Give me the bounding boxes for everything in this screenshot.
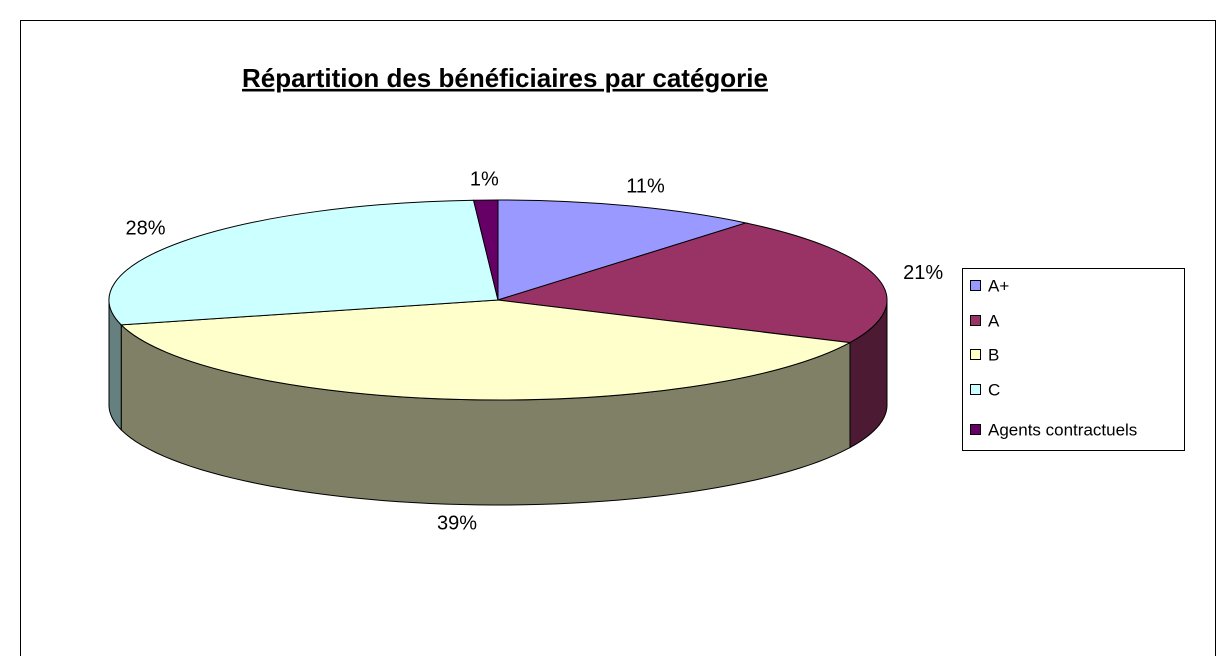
pie: 11% 21% 39% 28% 1% [108, 168, 943, 535]
legend-label: A+ [988, 276, 1009, 295]
slice [497, 199, 748, 301]
legend-swatch [970, 424, 981, 435]
chart-title: Répartition des bénéficiaires par catégo… [242, 63, 768, 93]
data-label: 1% [470, 168, 499, 190]
legend-label: Agents contractuels [988, 420, 1137, 439]
legend-swatch [970, 384, 981, 395]
data-label: 39% [437, 513, 477, 535]
data-label: 28% [126, 218, 166, 240]
legend-swatch [970, 280, 981, 291]
legend-label: A [988, 311, 1000, 330]
legend-label: C [988, 380, 1000, 399]
slice [120, 299, 852, 401]
legend [962, 268, 1185, 451]
slice [497, 222, 888, 344]
legend-label: B [988, 345, 999, 364]
legend-swatch [970, 349, 981, 360]
legend-items: A+ ABC Agents contractuels [970, 276, 1137, 439]
slice [108, 199, 499, 326]
data-label: 21% [903, 262, 943, 284]
slice [472, 199, 499, 301]
data-label: 11% [626, 175, 665, 197]
legend-swatch [970, 315, 981, 326]
